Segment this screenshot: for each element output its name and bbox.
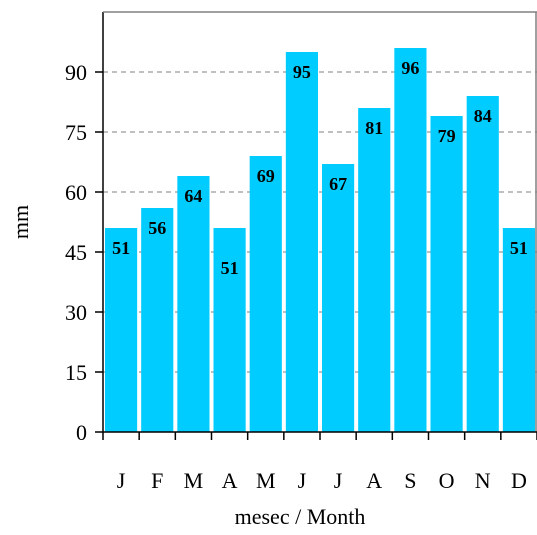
bar-10: [430, 116, 463, 432]
y-tick-label: 90: [65, 60, 87, 85]
data-label-5: 69: [257, 166, 275, 186]
x-tick-label: F: [151, 468, 163, 493]
x-axis-title: mesec / Month: [235, 504, 366, 529]
x-tick-label: O: [439, 468, 455, 493]
x-tick-label: S: [404, 468, 416, 493]
data-label-2: 56: [148, 218, 166, 238]
bar-8: [358, 108, 391, 432]
bar-4: [213, 228, 246, 432]
bar-7: [322, 164, 355, 432]
data-label-11: 84: [474, 106, 492, 126]
bars: [105, 48, 535, 432]
bar-11: [466, 96, 499, 432]
x-tick-label: J: [117, 468, 126, 493]
bar-6: [285, 52, 318, 432]
data-label-7: 67: [329, 174, 347, 194]
data-label-12: 51: [510, 238, 528, 258]
x-tick-label: N: [475, 468, 491, 493]
x-tick-label: A: [366, 468, 382, 493]
data-label-3: 64: [184, 186, 202, 206]
data-label-10: 79: [438, 126, 456, 146]
data-label-6: 95: [293, 62, 311, 82]
data-labels: 51 56 64 51 69 95 67 81 96 79 84 51: [112, 58, 528, 278]
y-tick-label: 0: [76, 420, 87, 445]
y-tick-label: 75: [65, 120, 87, 145]
x-tick-label: J: [334, 468, 343, 493]
bar-1: [105, 228, 138, 432]
x-tick-label: M: [184, 468, 204, 493]
bar-9: [394, 48, 427, 432]
x-tick-label: D: [511, 468, 527, 493]
y-tick-label: 45: [65, 240, 87, 265]
y-tick-label: 60: [65, 180, 87, 205]
x-tick-label: A: [222, 468, 238, 493]
y-tick-label: 15: [65, 360, 87, 385]
data-label-4: 51: [221, 258, 239, 278]
bar-12: [502, 228, 535, 432]
data-label-9: 96: [401, 58, 419, 78]
y-axis-title: mm: [8, 205, 33, 239]
bar-3: [177, 176, 210, 432]
bar-2: [141, 208, 174, 432]
x-tick-label: J: [298, 468, 307, 493]
data-label-8: 81: [365, 118, 383, 138]
x-tick-label: M: [256, 468, 276, 493]
bar-5: [249, 156, 282, 432]
data-label-1: 51: [112, 238, 130, 258]
y-tick-label: 30: [65, 300, 87, 325]
grid-lines: [103, 71, 537, 373]
